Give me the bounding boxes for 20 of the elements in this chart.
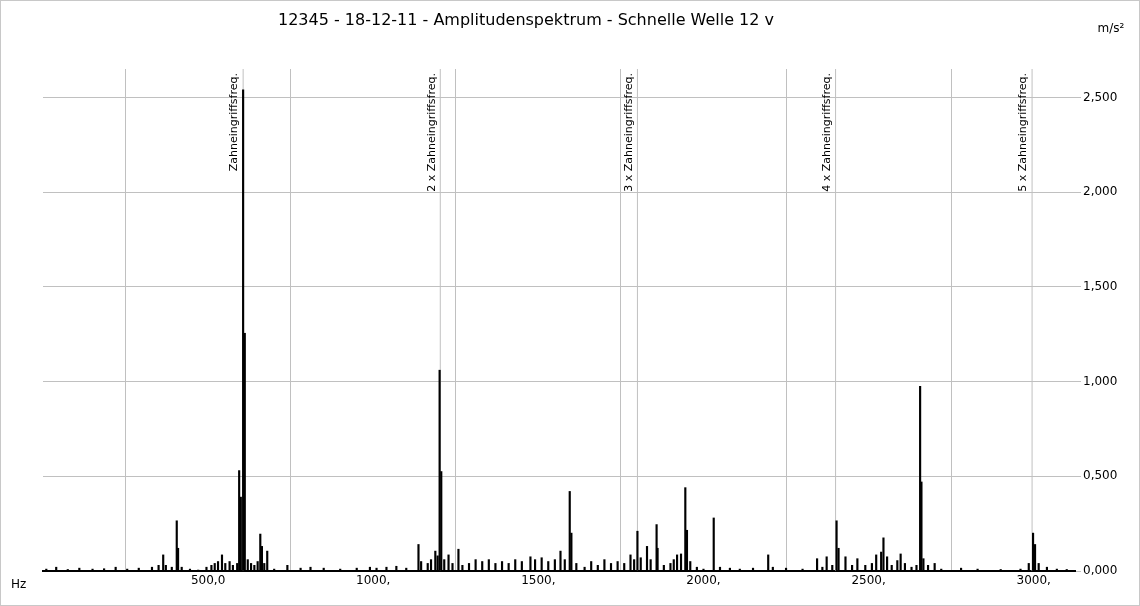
ref-line-label: 4 x Zahneingriffsfreq. <box>819 73 833 192</box>
x-tick-label: 3000, <box>1016 573 1051 588</box>
y-axis-title: m/s² <box>1097 21 1125 36</box>
y-tick-label: 2,500 <box>1083 89 1118 104</box>
x-tick-label: 2000, <box>686 573 721 588</box>
text: Hz <box>11 577 27 592</box>
y-tick-label: 2,000 <box>1083 184 1118 199</box>
y-tick-label: 1,000 <box>1083 373 1118 388</box>
y-tick-label: 1,500 <box>1083 278 1118 293</box>
ref-line-label: 3 x Zahneingriffsfreq. <box>621 73 635 192</box>
ref-line-label: 5 x Zahneingriffsfreq. <box>1016 73 1030 192</box>
chart-title: 12345 - 18-12-11 - Amplitudenspektrum - Schnelle Welle 12 v <box>277 10 775 30</box>
ref-line-label: 2 x Zahneingriffsfreq. <box>424 73 438 192</box>
y-tick-label: 0,500 <box>1083 468 1118 483</box>
x-tick-label: 2500, <box>851 573 886 588</box>
x-tick-label: 1500, <box>521 573 556 588</box>
y-tick-label: 0,000 <box>1083 563 1118 578</box>
x-tick-label: 500,0 <box>190 573 226 588</box>
x-tick-label: 1000, <box>356 573 391 588</box>
ref-line-label: Zahneingriffsfreq. <box>227 73 241 172</box>
